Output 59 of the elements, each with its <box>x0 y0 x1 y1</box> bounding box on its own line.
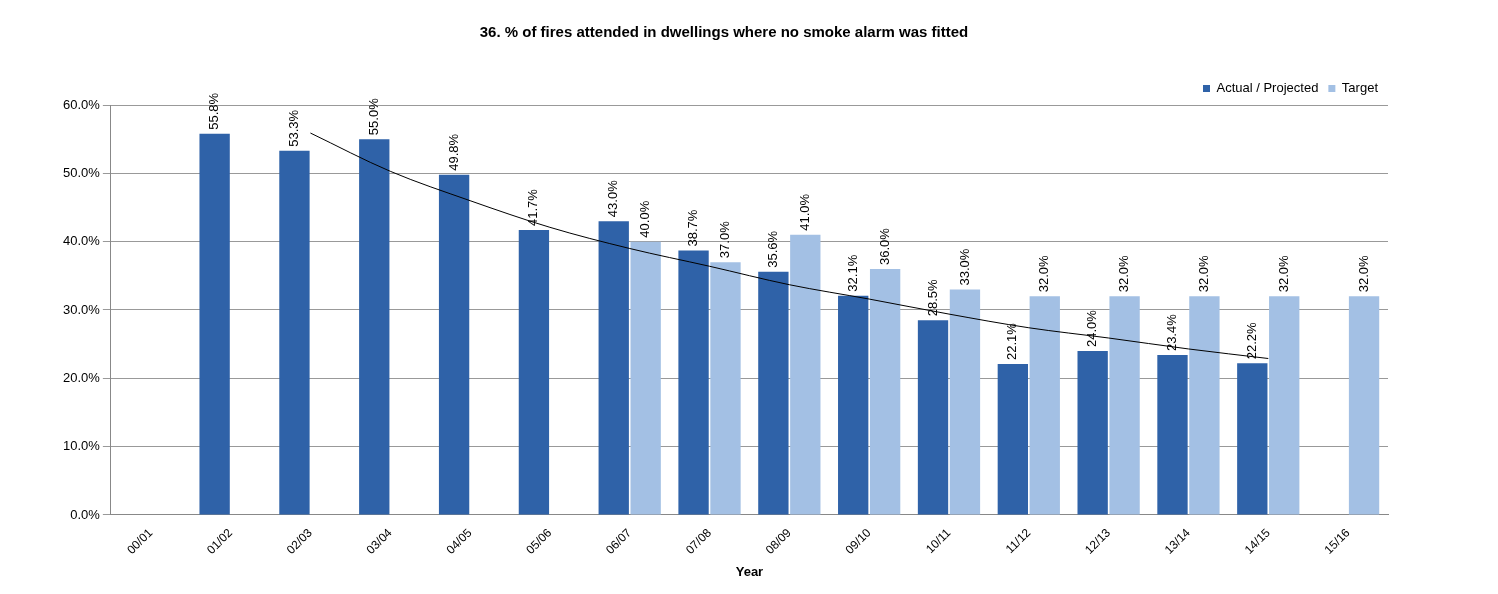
data-label: 32.0% <box>1275 255 1291 293</box>
bar <box>869 268 901 515</box>
data-label: 40.0% <box>637 200 653 238</box>
bar <box>518 230 550 515</box>
y-tick-label: 0.0% <box>70 506 101 522</box>
legend-label: Target <box>1341 80 1379 96</box>
bar <box>1109 296 1140 515</box>
data-label: 55.0% <box>365 97 381 136</box>
data-label: 33.0% <box>956 248 972 286</box>
data-label: 55.8% <box>206 92 222 130</box>
data-label: 35.6% <box>764 230 780 268</box>
data-label: 22.1% <box>1004 322 1020 360</box>
chart-title: 36. % of fires attended in dwellings where no smoke alarm was fitted <box>479 23 969 41</box>
data-label: 32.0% <box>1195 255 1211 293</box>
bar <box>917 320 949 515</box>
y-tick-label: 60.0% <box>62 96 101 112</box>
data-label: 49.8% <box>445 133 461 171</box>
bar <box>598 221 629 515</box>
y-tick-label: 40.0% <box>62 233 101 249</box>
data-label: 32.0% <box>1116 255 1132 293</box>
data-label: 22.2% <box>1243 321 1259 360</box>
bar <box>279 150 310 515</box>
y-tick-label: 20.0% <box>62 369 101 385</box>
bar <box>678 250 709 515</box>
y-tick-label: 30.0% <box>62 301 101 317</box>
data-label: 38.7% <box>685 209 701 247</box>
bar <box>359 139 390 515</box>
y-tick-label: 50.0% <box>62 164 101 180</box>
data-label: 32.1% <box>844 254 860 292</box>
bar <box>758 271 789 515</box>
y-tick-label: 10.0% <box>62 438 101 454</box>
bar <box>438 174 470 515</box>
bar <box>1269 296 1300 515</box>
bar <box>790 234 821 515</box>
bar <box>199 133 230 515</box>
bar <box>1077 350 1108 515</box>
data-label: 53.3% <box>286 109 302 147</box>
data-label: 24.0% <box>1084 309 1100 347</box>
bar <box>1348 296 1380 515</box>
data-label: 28.5% <box>924 278 940 317</box>
data-label: 41.0% <box>796 193 812 231</box>
bar <box>838 295 869 515</box>
data-label: 32.0% <box>1036 255 1052 293</box>
bar <box>710 262 741 515</box>
bar <box>1157 355 1188 515</box>
data-label: 37.0% <box>717 220 733 259</box>
bar <box>630 241 661 515</box>
bar <box>1237 363 1268 515</box>
data-label: 43.0% <box>605 179 621 218</box>
data-label: 41.7% <box>525 188 541 227</box>
bar <box>949 289 981 515</box>
data-label: 32.0% <box>1355 255 1371 293</box>
data-label: 36.0% <box>876 227 892 265</box>
x-axis-title: Year <box>735 563 764 579</box>
data-label: 23.4% <box>1164 313 1180 352</box>
legend-label: Actual / Projected <box>1216 80 1319 96</box>
bar <box>1029 296 1060 515</box>
bar <box>997 363 1029 515</box>
bar <box>1189 296 1220 515</box>
